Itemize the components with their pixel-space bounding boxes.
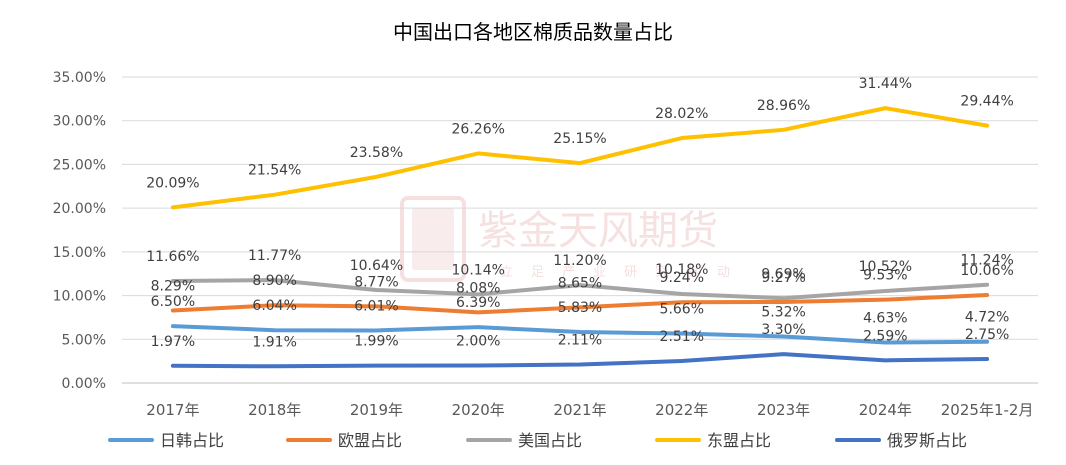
data-label: 2.75% <box>965 327 1009 343</box>
x-tick-label: 2018年 <box>248 401 301 419</box>
x-tick-label: 2023年 <box>757 401 810 419</box>
plot-area <box>170 106 990 369</box>
x-tick-label: 2025年1-2月 <box>941 401 1034 419</box>
legend-label: 俄罗斯占比 <box>887 431 967 450</box>
x-tick-label: 2019年 <box>350 401 403 419</box>
x-axis: 2017年 2018年 2019年 2020年 2021年 2022年 2023年 2024年… <box>146 401 1033 419</box>
data-label: 10.18% <box>655 262 708 278</box>
data-label: 10.14% <box>452 262 505 278</box>
watermark-subtext: 立足产业研究驱动 <box>500 265 748 280</box>
data-label: 11.77% <box>248 248 301 264</box>
data-label: 21.54% <box>248 163 301 179</box>
x-tick-label: 2020年 <box>452 401 505 419</box>
series-line <box>170 293 990 315</box>
data-label: 2.59% <box>863 328 907 344</box>
series-line <box>170 324 990 345</box>
watermark-text: 紫金天风期货 <box>478 208 718 254</box>
y-tick-label: 10.00% <box>53 289 106 305</box>
data-label: 23.58% <box>350 145 403 161</box>
data-label: 10.06% <box>960 263 1013 279</box>
y-tick-label: 25.00% <box>53 157 106 173</box>
data-label: 11.24% <box>960 253 1013 269</box>
data-label: 2.51% <box>660 329 704 345</box>
data-label: 1.97% <box>151 334 195 350</box>
data-label: 3.30% <box>761 322 805 338</box>
legend-label: 美国占比 <box>518 431 582 450</box>
y-tick-label: 30.00% <box>53 114 106 130</box>
y-tick-label: 35.00% <box>53 70 106 86</box>
data-label: 6.50% <box>151 294 195 310</box>
legend-label: 欧盟占比 <box>338 431 402 450</box>
y-tick-label: 15.00% <box>53 245 106 261</box>
data-label: 10.64% <box>350 258 403 274</box>
data-label: 8.29% <box>151 279 195 295</box>
data-label: 1.99% <box>354 334 398 350</box>
data-label: 20.09% <box>146 175 199 191</box>
x-tick-label: 2021年 <box>553 401 606 419</box>
data-label: 6.04% <box>252 298 296 314</box>
data-label: 8.77% <box>354 274 398 290</box>
x-tick-label: 2017年 <box>146 401 199 419</box>
data-label: 2.00% <box>456 334 500 350</box>
data-label: 2.11% <box>558 333 602 349</box>
series-line <box>170 278 990 301</box>
data-label: 28.02% <box>655 106 708 122</box>
data-label: 8.65% <box>558 275 602 291</box>
data-label: 9.24% <box>660 270 704 286</box>
legend-label: 东盟占比 <box>707 431 771 450</box>
y-tick-label: 0.00% <box>62 376 106 392</box>
data-label: 5.66% <box>660 302 704 318</box>
data-label: 29.44% <box>960 94 1013 110</box>
y-axis: 0.00% 5.00% 10.00% 15.00% 20.00% 25.00% 30.00%… <box>53 70 106 392</box>
watermark: 紫金天风期货 立足产业研究驱动 <box>400 196 748 282</box>
data-label: 11.66% <box>146 249 199 265</box>
data-label: 5.32% <box>761 304 805 320</box>
data-label: 4.72% <box>965 310 1009 326</box>
data-label: 8.90% <box>252 273 296 289</box>
chart-title: 中国出口各地区棉质品数量占比 <box>393 20 673 44</box>
data-label: 28.96% <box>757 98 810 114</box>
series-line <box>170 106 990 210</box>
y-tick-label: 5.00% <box>62 332 106 348</box>
series-line <box>170 352 990 369</box>
y-tick-label: 20.00% <box>53 201 106 217</box>
data-label: 1.91% <box>252 334 296 350</box>
data-label: 25.15% <box>553 131 606 147</box>
data-label: 11.20% <box>553 253 606 269</box>
x-tick-label: 2024年 <box>859 401 912 419</box>
data-label: 26.26% <box>452 121 505 137</box>
data-label: 6.39% <box>456 295 500 311</box>
data-label: 9.27% <box>761 270 805 286</box>
data-label: 6.01% <box>354 298 398 314</box>
data-labels: 6.50% 6.04% 6.01% 6.39% 5.83% 5.66% 5.32% 4.63%… <box>146 76 1014 350</box>
data-label: 4.63% <box>863 311 907 327</box>
data-label: 10.52% <box>859 259 912 275</box>
data-label: 5.83% <box>558 300 602 316</box>
data-label: 31.44% <box>859 76 912 92</box>
data-label: 8.08% <box>456 280 500 296</box>
legend-label: 日韩占比 <box>160 431 224 450</box>
data-label: 9.69% <box>761 266 805 282</box>
data-label: 9.53% <box>863 268 907 284</box>
x-tick-label: 2022年 <box>655 401 708 419</box>
watermark-logo <box>400 196 466 282</box>
legend: 日韩占比 欧盟占比 美国占比 东盟占比 俄罗斯占比 <box>108 431 967 450</box>
